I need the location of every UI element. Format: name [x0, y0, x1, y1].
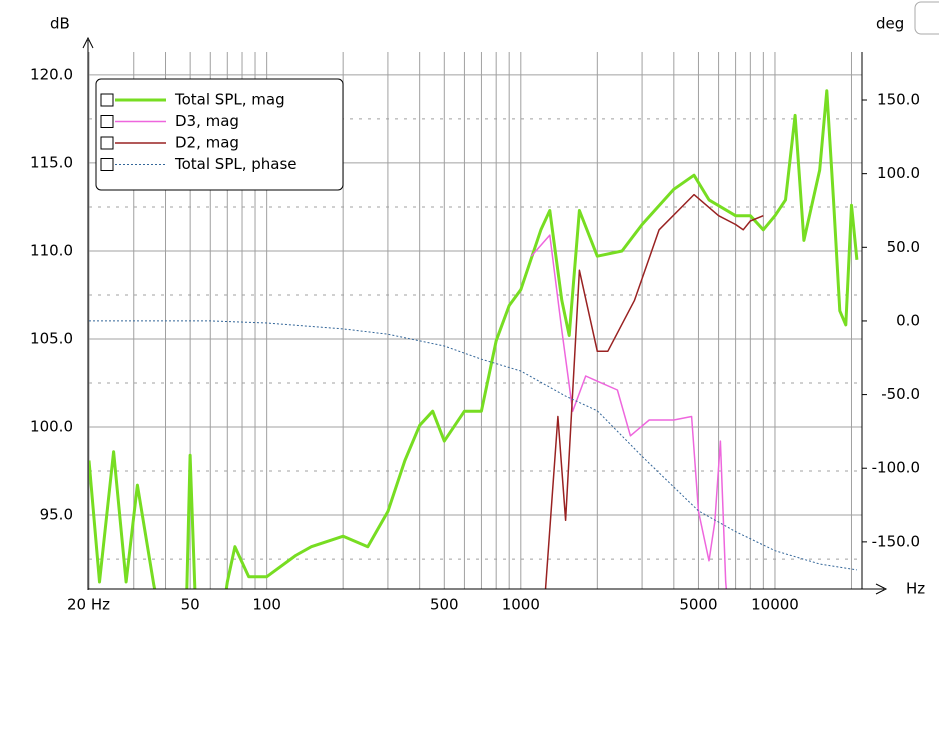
x-axis-arrow: [875, 583, 888, 595]
series-line: [530, 234, 728, 589]
legend-label: D3, mag: [175, 112, 239, 130]
window-button[interactable]: [914, 1, 939, 35]
y2-tick-label: 0.0: [896, 311, 920, 329]
legend-checkbox[interactable]: [100, 93, 114, 107]
y-tick-label: 120.0: [30, 65, 73, 83]
legend-checkbox[interactable]: [100, 115, 114, 128]
y2-tick-label: 100.0: [877, 164, 920, 182]
legend-label: Total SPL, mag: [174, 91, 285, 109]
legend-checkbox[interactable]: [100, 136, 114, 150]
series-line: [544, 193, 764, 589]
y-tick-label: 115.0: [30, 153, 73, 171]
y2-tick-label: 150.0: [877, 91, 920, 109]
y2-tick-label: -100.0: [872, 459, 920, 477]
y-axis-arrow: [82, 36, 94, 49]
y-axis-label: dB: [50, 15, 70, 33]
y2-axis-label: deg: [876, 15, 904, 33]
legend: [95, 78, 344, 191]
legend-label: Total SPL, phase: [174, 155, 297, 173]
legend-checkbox[interactable]: [100, 158, 114, 171]
y2-tick-label: -50.0: [881, 385, 920, 403]
x-tick-label: 100: [252, 596, 281, 614]
x-tick-label: 5000: [679, 596, 717, 614]
y-tick-label: 100.0: [30, 418, 73, 436]
x-tick-label: 20 Hz: [67, 596, 110, 614]
y-tick-label: 105.0: [30, 329, 73, 347]
y-tick-label: 110.0: [30, 241, 73, 259]
y2-tick-label: 50.0: [887, 238, 920, 256]
x-tick-label: 1000: [502, 596, 540, 614]
legend-label: D2, mag: [175, 134, 239, 152]
y-tick-label: 95.0: [40, 506, 73, 524]
x-tick-label: 50: [181, 596, 200, 614]
x-axis-label: Hz: [906, 580, 925, 598]
y2-tick-label: -150.0: [872, 532, 920, 550]
series-line: [89, 89, 859, 589]
x-tick-label: 500: [430, 596, 459, 614]
x-tick-label: 10000: [751, 596, 799, 614]
series-line: [89, 320, 857, 571]
